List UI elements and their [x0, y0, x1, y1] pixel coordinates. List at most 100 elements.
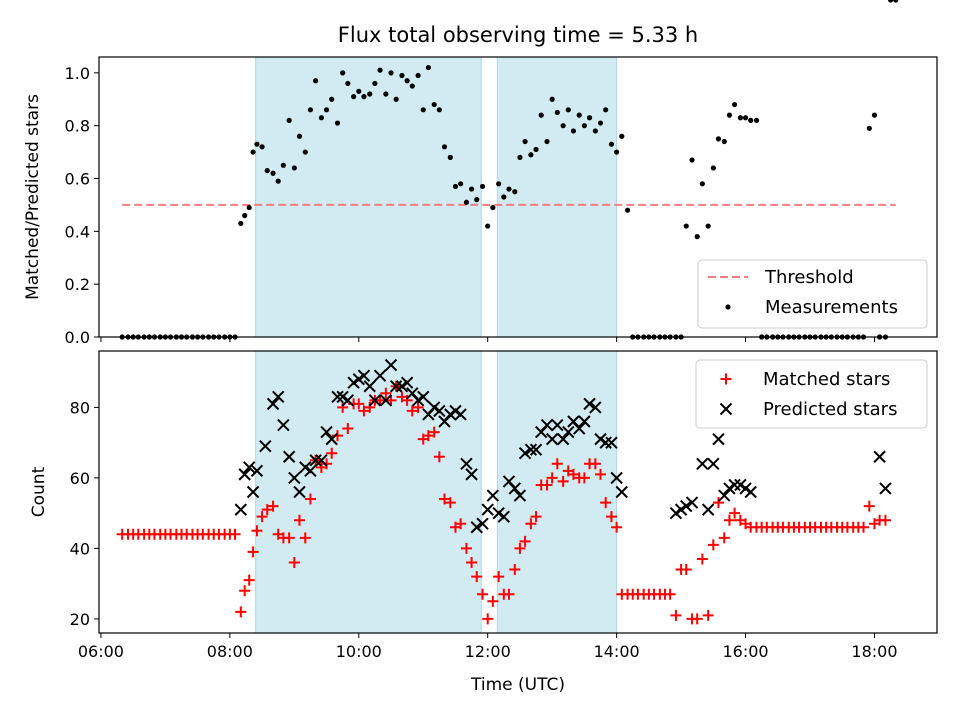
predicted-star-point — [470, 521, 483, 534]
measurement-point — [323, 107, 330, 113]
matched-star-point — [720, 373, 732, 385]
measurement-point — [893, 0, 899, 3]
predicted-star-point — [417, 390, 430, 404]
predicted-star-point — [707, 457, 720, 471]
predicted-star-point — [589, 401, 602, 414]
predicted-star-point — [529, 443, 543, 456]
legend-matched-label: Matched stars — [763, 369, 890, 390]
matched-star-point — [530, 511, 542, 523]
matched-star-point — [691, 613, 703, 625]
matched-star-point — [247, 546, 259, 558]
chart-title: Flux total observing time = 5.33 h — [338, 23, 698, 47]
measurement-point — [603, 107, 609, 113]
measurement-point — [307, 107, 314, 113]
measurement-point — [528, 152, 534, 158]
predicted-star-point — [610, 471, 623, 485]
shaded-interval — [255, 350, 482, 634]
measurement-point — [372, 80, 378, 87]
measurement-point — [619, 133, 625, 139]
measurement-point — [367, 91, 373, 97]
x-tick-label: 16:00 — [722, 642, 768, 661]
predicted-star-point — [266, 397, 280, 411]
measurement-point — [280, 162, 286, 168]
measurement-point — [689, 157, 695, 163]
predicted-star-point — [562, 425, 575, 439]
matched-star-point — [879, 514, 891, 526]
predicted-star-point — [685, 496, 699, 509]
y-tick-label: 80 — [70, 398, 90, 417]
measurement-point — [409, 83, 415, 89]
matched-star-point — [433, 451, 445, 463]
predicted-star-point — [373, 369, 387, 382]
bottom-y-axis-label: Count — [29, 466, 49, 517]
measurement-point — [748, 117, 754, 123]
measurement-point — [549, 96, 555, 102]
predicted-star-point — [389, 380, 403, 393]
matched-star-point — [541, 479, 553, 491]
predicted-star-point — [384, 358, 398, 372]
matched-star-point — [229, 528, 241, 540]
measurement-point — [554, 109, 560, 116]
measurement-point — [250, 149, 256, 155]
predicted-star-point — [712, 432, 725, 446]
predicted-star-point — [873, 450, 886, 463]
y-tick-label: 0.6 — [65, 170, 90, 189]
matched-star-point — [283, 532, 295, 544]
y-tick-label: 1.0 — [65, 64, 90, 83]
matched-star-point — [595, 468, 607, 480]
matched-star-point — [487, 595, 499, 607]
predicted-star-point — [315, 454, 328, 467]
matched-star-point — [503, 588, 515, 600]
measurement-point — [614, 149, 620, 155]
measurement-point — [565, 107, 571, 113]
predicted-star-point — [605, 436, 618, 449]
predicted-star-point — [524, 443, 538, 456]
matched-star-point — [374, 394, 386, 406]
matched-star-point — [567, 468, 579, 480]
count-series — [117, 358, 892, 625]
predicted-star-point — [242, 461, 256, 474]
matched-star-point — [364, 401, 376, 413]
measurement-point — [731, 101, 738, 108]
top-x-ticks — [100, 337, 875, 342]
matched-star-point — [406, 405, 418, 417]
matched-star-point — [509, 564, 521, 576]
matched-star-point — [611, 521, 623, 533]
measurement-point — [538, 112, 544, 118]
measurement-point — [715, 136, 722, 142]
predicted-star-point — [583, 397, 596, 411]
measurement-point — [420, 107, 426, 113]
predicted-star-point — [368, 394, 382, 407]
shaded-interval — [255, 56, 482, 338]
predicted-star-point — [234, 503, 248, 516]
matched-star-point — [293, 514, 305, 526]
matched-star-point — [243, 574, 255, 586]
measurement-point — [570, 128, 577, 134]
measurement-point — [721, 138, 727, 145]
matched-star-point — [337, 401, 349, 413]
measurement-point — [242, 212, 248, 219]
matched-star-point — [353, 398, 365, 410]
measurement-point — [275, 178, 281, 184]
measurement-point — [501, 194, 507, 200]
measurement-point — [576, 112, 582, 118]
matched-star-point — [578, 472, 590, 484]
matched-star-point — [477, 588, 489, 600]
matched-star-point — [551, 458, 563, 470]
matched-star-point — [455, 518, 467, 530]
predicted-star-point — [341, 394, 355, 407]
measurement-point — [866, 125, 872, 131]
top-y-ticks: 0.0 0.2 0.4 0.6 0.8 1.0 — [65, 64, 99, 347]
x-axis-label: Time (UTC) — [470, 675, 565, 695]
matched-star-point — [239, 585, 251, 597]
measurement-point — [506, 186, 512, 192]
legend-box — [697, 259, 928, 329]
predicted-star-point — [578, 415, 591, 428]
matched-star-point — [267, 500, 279, 512]
measurement-point — [490, 204, 496, 211]
matched-star-point — [326, 447, 338, 459]
matched-star-point — [514, 542, 526, 554]
bottom-x-ticks: 06:00 08:00 10:00 12:00 14:00 16:00 18:00 — [78, 633, 898, 661]
measurement-point — [474, 197, 480, 203]
